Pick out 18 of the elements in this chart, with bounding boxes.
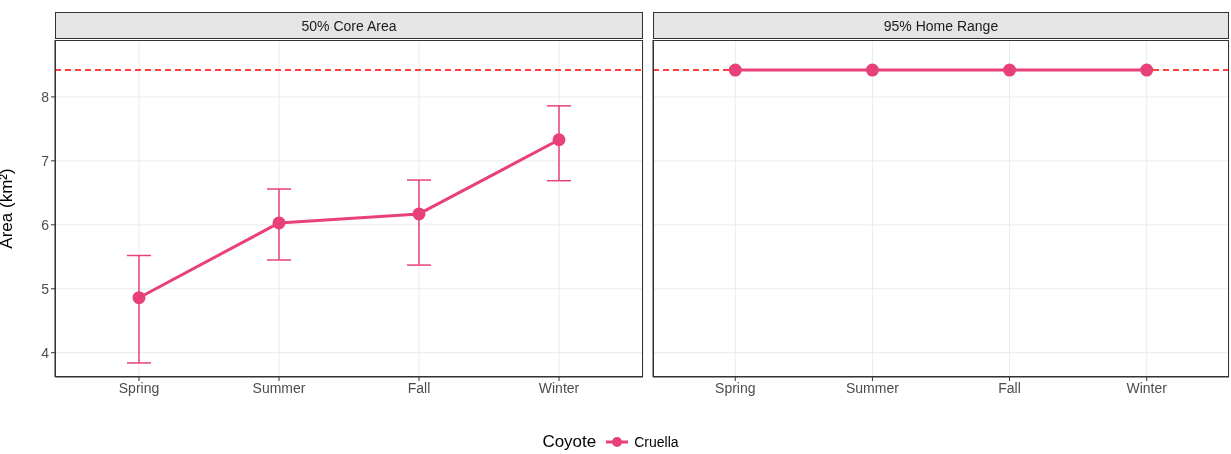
y-tick-label: 8 bbox=[41, 88, 50, 105]
y-axis-title: Area (km²) bbox=[0, 168, 17, 249]
x-tick-label: Fall bbox=[998, 379, 1021, 396]
chart-title: 95% Home Range bbox=[653, 12, 1229, 39]
y-tick-label: 6 bbox=[41, 216, 50, 233]
legend-label: Cruella bbox=[634, 434, 679, 450]
x-tick-label: Winter bbox=[538, 379, 580, 396]
y-tick-label: 7 bbox=[41, 152, 50, 169]
x-tick-label: Spring bbox=[118, 379, 160, 396]
y-tick-label: 5 bbox=[41, 280, 50, 297]
y-tick-label: 4 bbox=[41, 344, 50, 361]
chart-title: 50% Core Area bbox=[55, 12, 643, 39]
legend-title: Coyote bbox=[542, 432, 597, 452]
x-tick-label: Winter bbox=[1126, 379, 1168, 396]
x-tick-label: Summer bbox=[845, 379, 900, 396]
x-tick-label: Fall bbox=[407, 379, 431, 396]
x-tick-label: Summer bbox=[252, 379, 306, 396]
x-tick-label: Spring bbox=[715, 379, 756, 396]
